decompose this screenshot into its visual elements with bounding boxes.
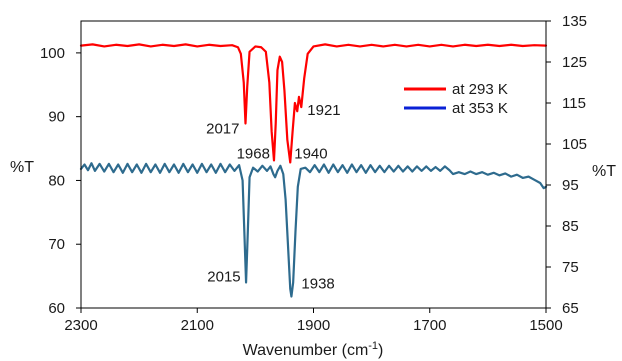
x-axis-title-close: ) xyxy=(378,342,383,359)
series-line-293k xyxy=(79,43,548,164)
x-tick-label: 2300 xyxy=(64,317,97,334)
x-tick-label: 2100 xyxy=(181,317,214,334)
series-layer xyxy=(79,43,548,298)
x-axis-title: Wavenumber (cm-1) xyxy=(243,340,384,359)
x-tick-label: 1700 xyxy=(413,317,446,334)
y-right-tick-label: 75 xyxy=(562,259,579,276)
y-right-tick-label: 125 xyxy=(562,54,587,71)
peak-label-1938: 1938 xyxy=(301,276,334,293)
legend: at 293 K at 353 K xyxy=(404,81,508,117)
y-right-tick-label: 65 xyxy=(562,300,579,317)
y-right-tick-label: 135 xyxy=(562,13,587,30)
x-tick-label: 1900 xyxy=(297,317,330,334)
y-right-axis-title: %T xyxy=(592,163,616,180)
x-axis-title-main: Wavenumber (cm xyxy=(243,342,369,359)
y-left-tick-label: 100 xyxy=(40,45,65,62)
y-left-tick-label: 80 xyxy=(48,172,65,189)
series-line-353k xyxy=(79,162,548,298)
peak-label-1921: 1921 xyxy=(307,102,340,119)
y-left-tick-label: 90 xyxy=(48,109,65,126)
y-right-tick-label: 115 xyxy=(562,95,586,112)
peak-label-1968: 1968 xyxy=(237,145,270,162)
peak-label-1940: 1940 xyxy=(294,145,327,162)
peak-label-2015: 2015 xyxy=(207,268,240,285)
y-right-tick-label: 85 xyxy=(562,218,579,235)
legend-label-293k: at 293 K xyxy=(452,81,508,98)
y-left-tick-label: 60 xyxy=(48,300,65,317)
y-right-tick-label: 95 xyxy=(562,177,579,194)
legend-label-353k: at 353 K xyxy=(452,100,508,117)
x-axis-title-superscript: -1 xyxy=(368,340,378,352)
x-tick-label: 1500 xyxy=(529,317,562,334)
plot-area-frame xyxy=(80,20,547,309)
y-left-tick-label: 70 xyxy=(48,236,65,253)
annotation-layer: 2017 1968 1940 1921 2015 1938 xyxy=(206,102,341,292)
tick-layer: 2300 2100 1900 1700 1500 60 70 80 90 100 65 75 85 95 1… xyxy=(40,13,587,334)
peak-label-2017: 2017 xyxy=(206,121,239,138)
y-right-tick-label: 105 xyxy=(562,136,587,153)
y-left-axis-title: %T xyxy=(10,159,34,176)
